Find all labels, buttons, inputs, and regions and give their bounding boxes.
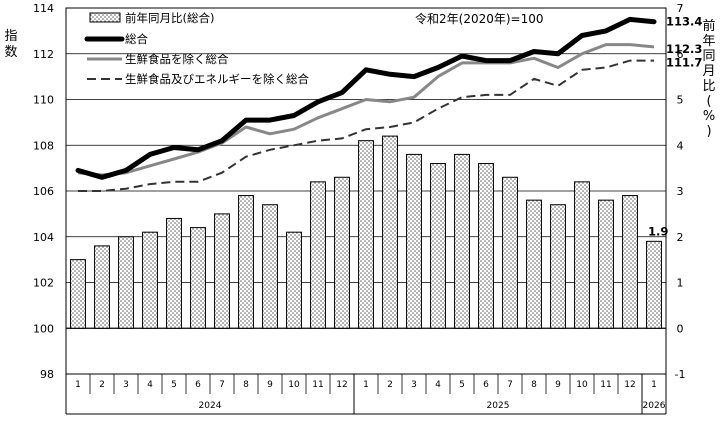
bar (622, 195, 638, 329)
series-line-gray (77, 43, 655, 177)
month-label: 6 (195, 380, 201, 390)
bar-series (70, 135, 662, 329)
series-line-thick (75, 16, 657, 180)
bar (478, 163, 494, 329)
plot-frame (65, 7, 667, 415)
month-label: 11 (600, 380, 611, 390)
left-tick-label: 112 (33, 48, 54, 61)
month-label: 7 (507, 380, 513, 390)
bar (598, 199, 614, 329)
right-tick-label: 2 (677, 231, 684, 244)
bar (118, 236, 134, 329)
month-label: 8 (243, 380, 249, 390)
month-label: 1 (651, 380, 657, 390)
month-label: 1 (75, 380, 81, 390)
left-axis-title: 指数 (4, 29, 17, 60)
bar-end-label: 1.9 (648, 224, 668, 238)
right-tick-label: 0 (677, 322, 684, 335)
month-label: 6 (483, 380, 489, 390)
left-tick-label: 106 (33, 185, 54, 198)
series-line-dashed (78, 59, 654, 192)
bar (526, 199, 542, 329)
bar (406, 153, 422, 329)
bar (286, 231, 302, 329)
bar (238, 195, 254, 329)
month-label: 3 (411, 380, 417, 390)
left-tick-label: 108 (33, 139, 54, 152)
bar (214, 213, 230, 329)
plot-border (65, 7, 667, 375)
left-tick-label: 114 (33, 2, 54, 15)
left-tick-label: 102 (33, 277, 54, 290)
bar (382, 135, 398, 329)
month-label: 10 (576, 380, 588, 390)
bar (334, 176, 350, 329)
bar (550, 204, 566, 329)
line-series (75, 16, 657, 192)
right-tick-label: 3 (677, 185, 684, 198)
month-label: 9 (555, 380, 561, 390)
bar (574, 181, 590, 329)
right-tick-label: 1 (677, 277, 684, 290)
series-end-label: 113.4 (666, 15, 702, 29)
year-label: 2025 (487, 401, 510, 411)
month-label: 10 (288, 380, 300, 390)
right-tick-label: -1 (675, 368, 686, 381)
base-note: 令和2年(2020年)=100 (415, 11, 544, 26)
month-label: 9 (267, 380, 273, 390)
bar (262, 204, 278, 329)
legend-label-core-core: 生鮮食品及びエネルギーを除く総合 (125, 72, 309, 86)
month-label: 5 (459, 380, 465, 390)
year-label: 2024 (199, 401, 222, 411)
left-tick-label: 104 (33, 231, 54, 244)
month-label: 12 (624, 380, 635, 390)
bar (190, 227, 206, 329)
axis-ticks: 98 100 102 104 106 108 110 112 114 -1 0 1 2 3 4 5 6 7 (33, 2, 685, 381)
month-label: 11 (312, 380, 323, 390)
month-label: 5 (171, 380, 177, 390)
right-tick-label: 5 (677, 94, 684, 107)
series-end-label: 111.7 (666, 56, 702, 70)
month-label: 7 (219, 380, 225, 390)
bar (358, 140, 374, 329)
bar (646, 240, 662, 329)
bar (310, 181, 326, 329)
legend-label-core: 生鮮食品を除く総合 (125, 52, 229, 66)
month-label: 2 (387, 380, 393, 390)
bar (502, 176, 518, 329)
left-tick-label: 100 (33, 322, 54, 335)
month-label: 2 (99, 380, 105, 390)
legend: 前年同月比(総合) 総合 生鮮食品を除く総合 生鮮食品及びエネルギーを除く総合 (84, 11, 309, 86)
bar (166, 217, 182, 329)
year-label: 2026 (643, 401, 666, 411)
month-label: 1 (363, 380, 369, 390)
month-label: 4 (435, 380, 441, 390)
right-tick-label: 7 (677, 2, 684, 15)
series-end-label: 112.3 (666, 42, 702, 56)
right-tick-label: 4 (677, 139, 684, 152)
bar (94, 245, 110, 329)
left-tick-label: 98 (40, 368, 54, 381)
right-tick-label: 6 (677, 48, 684, 61)
legend-label-bar: 前年同月比(総合) (125, 11, 214, 25)
legend-label-total: 総合 (125, 32, 148, 46)
month-label: 4 (147, 380, 153, 390)
bar (142, 231, 158, 329)
bar (70, 259, 86, 329)
month-label: 12 (336, 380, 347, 390)
bar (454, 153, 470, 329)
month-label: 8 (531, 380, 537, 390)
bar (430, 163, 446, 329)
month-label: 3 (123, 380, 129, 390)
right-axis-title: 前年同月比(%) (702, 18, 715, 139)
legend-swatch-bar (89, 12, 121, 23)
left-tick-label: 110 (33, 94, 54, 107)
